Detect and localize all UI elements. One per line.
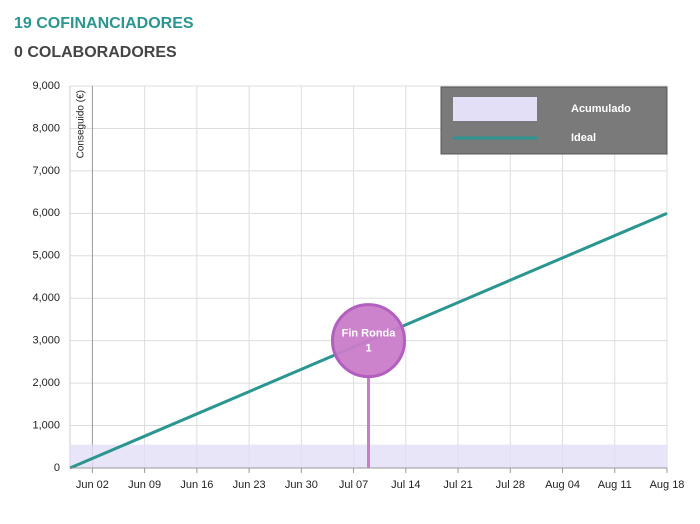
legend-label: Ideal	[571, 132, 596, 144]
x-tick-label: Jul 21	[443, 479, 472, 491]
x-tick-label: Jun 23	[233, 479, 266, 491]
y-tick-label: 5,000	[32, 250, 60, 262]
x-tick-label: Jul 07	[339, 479, 368, 491]
y-tick-label: 0	[54, 462, 60, 474]
x-tick-label: Aug 04	[545, 479, 580, 491]
y-tick-label: 6,000	[32, 207, 60, 219]
x-tick-label: Jul 14	[391, 479, 420, 491]
cofinanciadores-heading: 19 COFINANCIADORES	[14, 15, 194, 32]
legend-label: Acumulado	[571, 103, 631, 115]
x-tick-label: Jun 30	[285, 479, 318, 491]
y-axis-title: Conseguido (€)	[76, 90, 87, 158]
y-tick-label: 4,000	[32, 292, 60, 304]
annotation-text: Fin Ronda	[342, 328, 397, 340]
y-tick-label: 3,000	[32, 335, 60, 347]
x-tick-label: Jul 28	[496, 479, 525, 491]
y-tick-label: 2,000	[32, 377, 60, 389]
y-tick-label: 1,000	[32, 419, 60, 431]
y-tick-label: 7,000	[32, 165, 60, 177]
x-tick-label: Jun 16	[180, 479, 213, 491]
legend: Acumulado Ideal	[440, 86, 668, 155]
annotation-bubble	[331, 303, 406, 379]
x-tick-label: Aug 18	[650, 479, 685, 491]
y-tick-label: 8,000	[32, 122, 60, 134]
annotation-text: 1	[365, 343, 371, 355]
x-tick-label: Jun 02	[76, 479, 109, 491]
y-tick-label: 9,000	[32, 80, 60, 92]
x-tick-label: Jun 09	[128, 479, 161, 491]
colaboradores-heading: 0 COLABORADORES	[14, 44, 177, 61]
x-tick-label: Aug 11	[598, 479, 632, 491]
legend-swatch	[453, 97, 537, 121]
